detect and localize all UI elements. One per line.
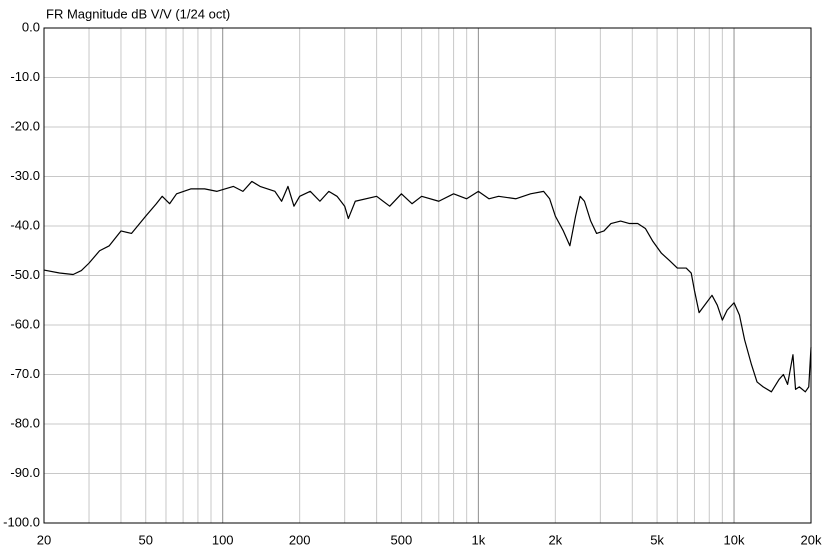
x-tick-label: 2k [548, 532, 562, 547]
x-tick-label: 1k [472, 532, 486, 547]
y-tick-label: -50.0 [10, 267, 40, 282]
y-tick-label: -10.0 [10, 69, 40, 84]
x-tick-label: 5k [650, 532, 664, 547]
response-line [43, 180, 812, 393]
x-tick-label: 100 [212, 532, 234, 547]
y-tick-label: -20.0 [10, 118, 40, 133]
y-tick-label: -60.0 [10, 316, 40, 331]
x-tick-label: 200 [289, 532, 311, 547]
chart-title: FR Magnitude dB V/V (1/24 oct) [46, 6, 230, 21]
y-tick-label: -100.0 [3, 514, 40, 529]
y-tick-label: -30.0 [10, 168, 40, 183]
y-tick-label: -80.0 [10, 415, 40, 430]
x-tick-label: 50 [139, 532, 153, 547]
y-tick-label: -90.0 [10, 465, 40, 480]
x-tick-label: 10k [724, 532, 745, 547]
y-tick-label: 0.0 [22, 19, 40, 34]
y-tick-label: -40.0 [10, 217, 40, 232]
x-tick-label: 500 [391, 532, 413, 547]
plot-frame [43, 27, 812, 524]
x-tick-label: 20 [37, 532, 51, 547]
y-tick-label: -70.0 [10, 366, 40, 381]
x-tick-label: 20k [801, 532, 822, 547]
